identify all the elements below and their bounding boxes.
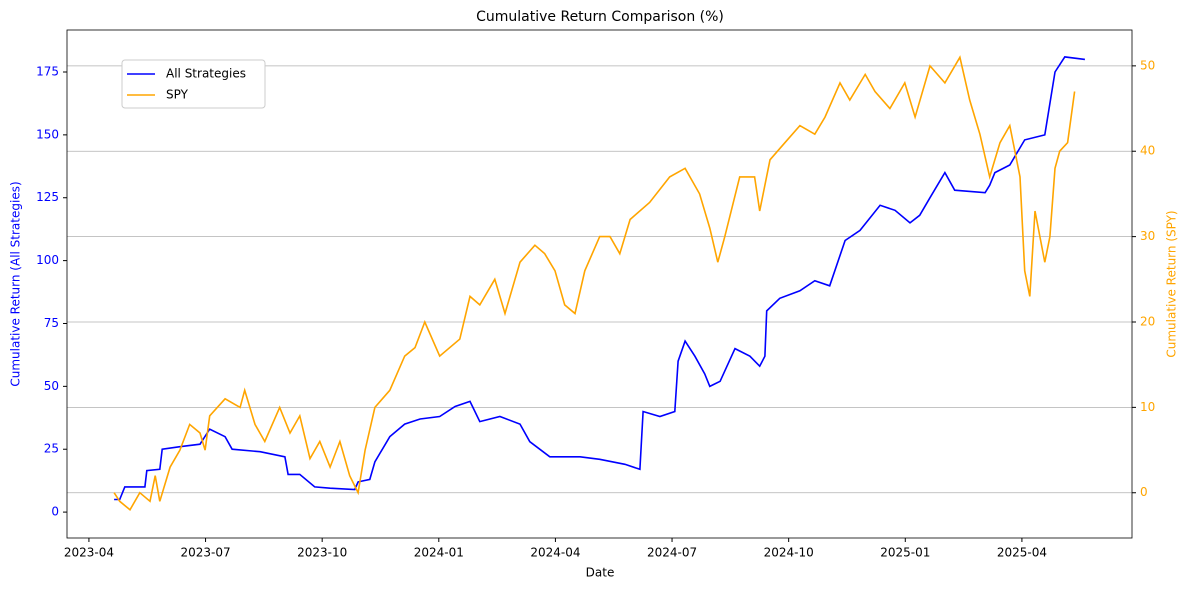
y2-tick-label: 50: [1140, 58, 1155, 72]
y-tick-label: 0: [51, 505, 59, 519]
y-tick-label: 100: [36, 253, 59, 267]
plot-frame: [66, 29, 1133, 539]
x-tick-label: 2023-07: [180, 546, 230, 560]
x-tick-label: 2023-04: [64, 546, 114, 560]
legend-label: SPY: [166, 88, 189, 102]
y2-tick-label: 0: [1140, 485, 1148, 499]
y2-axis-label: Cumulative Return (SPY): [1165, 210, 1179, 357]
legend-label: All Strategies: [166, 67, 246, 81]
y-tick-label: 75: [44, 316, 59, 330]
y-tick-label: 150: [36, 127, 59, 141]
y-tick-label: 25: [44, 442, 59, 456]
line-series: [114, 56, 1085, 501]
y2-tick-label: 10: [1140, 400, 1155, 414]
y2-tick-label: 40: [1140, 144, 1155, 158]
y-tick-label: 50: [44, 379, 59, 393]
x-tick-label: 2024-01: [414, 546, 464, 560]
y-axis-label: Cumulative Return (All Strategies): [9, 181, 23, 386]
x-tick-label: 2024-04: [530, 546, 580, 560]
line-series: [113, 55, 1076, 512]
x-tick-label: 2024-10: [764, 546, 814, 560]
chart-title: Cumulative Return Comparison (%): [476, 9, 724, 25]
y-tick-label: 125: [36, 190, 59, 204]
x-tick-label: 2025-01: [880, 546, 930, 560]
y-tick-label: 175: [36, 64, 59, 78]
y2-tick-label: 20: [1140, 314, 1155, 328]
x-tick-label: 2025-04: [997, 546, 1047, 560]
legend: All Strategies SPY: [121, 59, 266, 109]
x-tick-label: 2024-07: [647, 546, 697, 560]
y2-tick-label: 30: [1140, 229, 1155, 243]
legend-box: [121, 59, 266, 109]
x-axis-label: Date: [586, 566, 615, 580]
x-tick-label: 2023-10: [297, 546, 347, 560]
